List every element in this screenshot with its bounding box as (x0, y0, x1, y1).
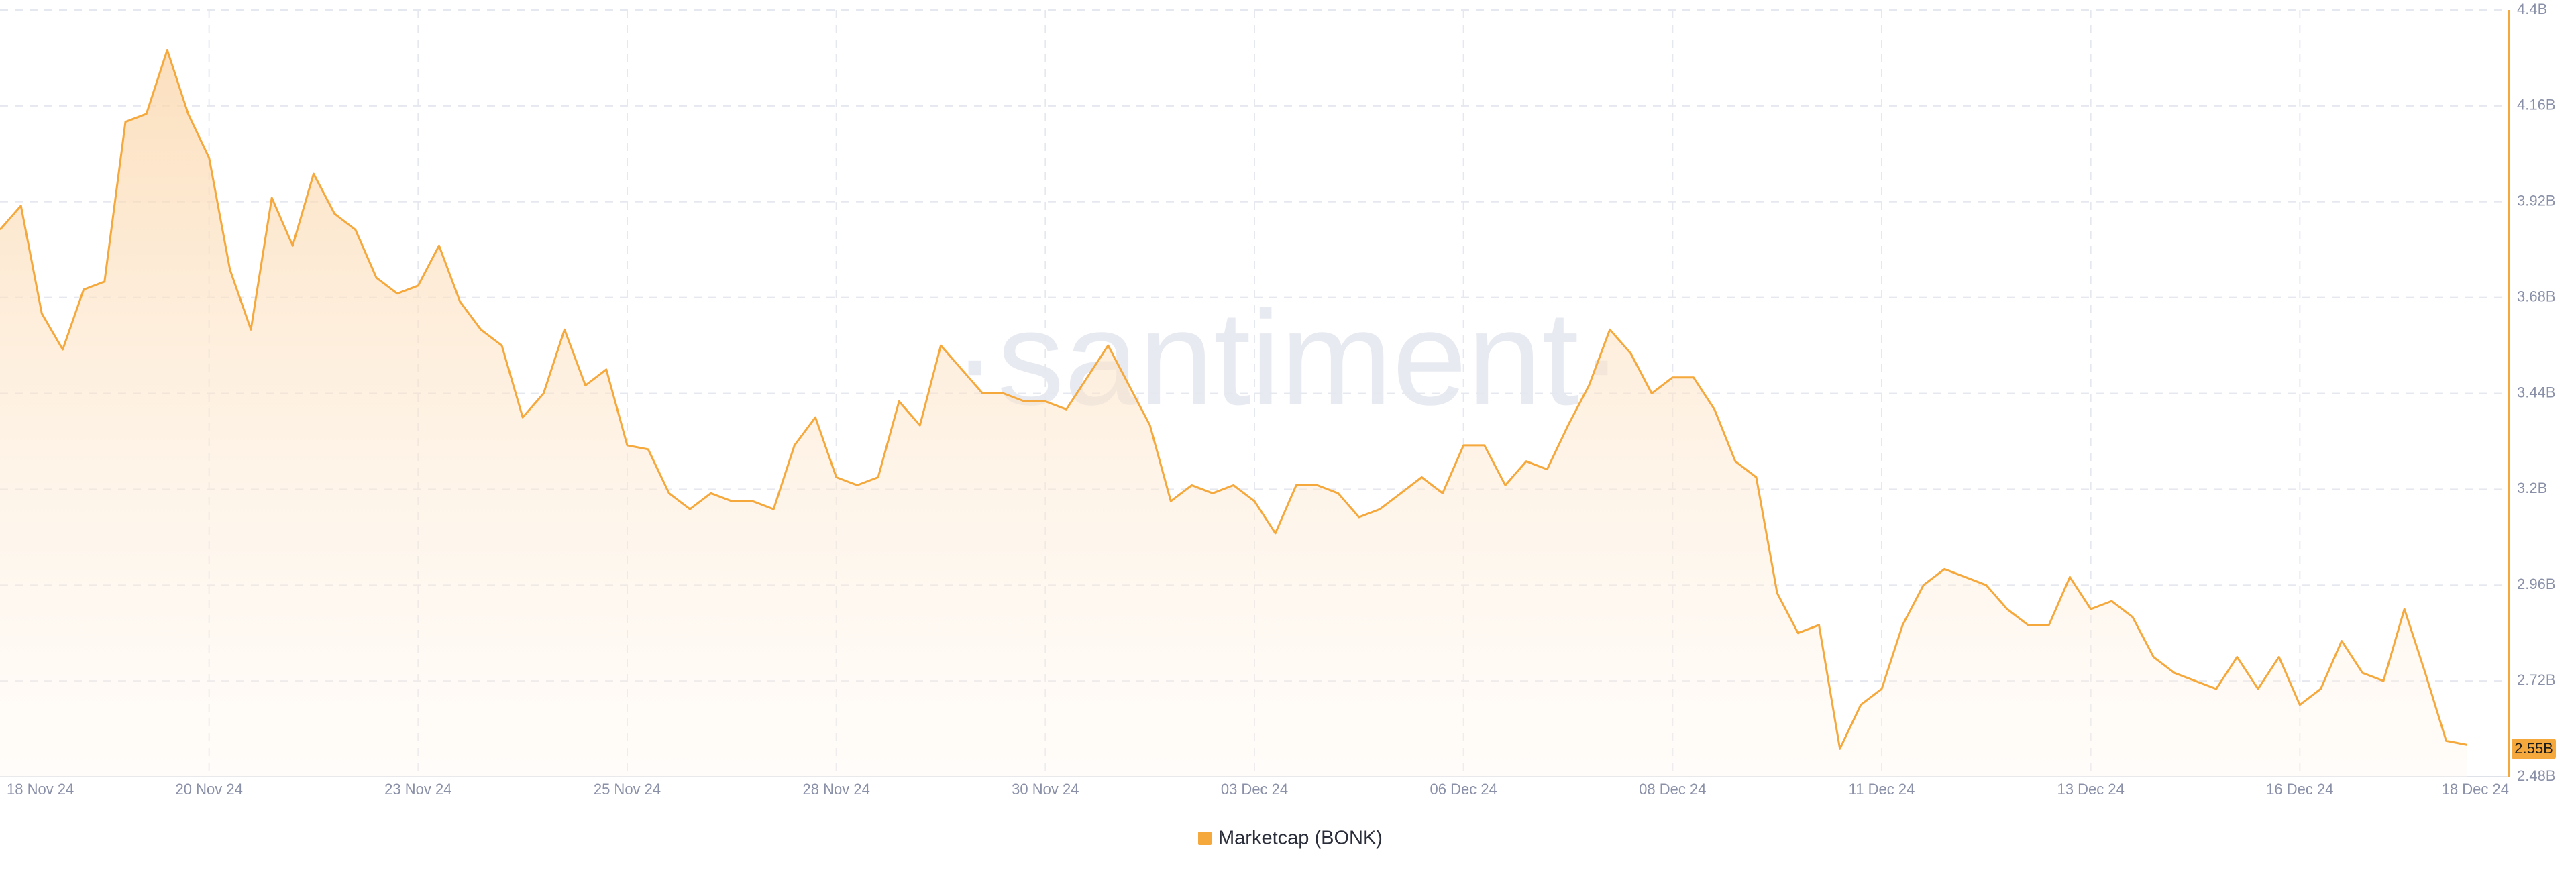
x-tick-label: 11 Dec 24 (1849, 781, 1915, 798)
x-tick-label: 25 Nov 24 (594, 781, 661, 798)
x-tick-label: 13 Dec 24 (2057, 781, 2125, 798)
y-tick-label: 3.68B (2517, 288, 2556, 305)
y-tick-label: 3.44B (2517, 384, 2556, 400)
y-tick-label: 2.72B (2517, 671, 2556, 688)
area-fill (0, 50, 2467, 777)
y-tick-label: 4.4B (2517, 1, 2547, 17)
y-tick-label: 4.16B (2517, 97, 2556, 113)
y-tick-label: 3.92B (2517, 193, 2556, 209)
y-tick-label: 3.2B (2517, 480, 2547, 496)
legend-label: Marketcap (BONK) (1218, 828, 1383, 849)
current-value-badge (2512, 739, 2556, 759)
x-tick-label: 06 Dec 24 (1430, 781, 1497, 798)
x-tick-label: 23 Nov 24 (384, 781, 451, 798)
x-tick-label: 16 Dec 24 (2266, 781, 2333, 798)
legend-swatch (1198, 832, 1212, 845)
y-tick-label: 2.96B (2517, 576, 2556, 592)
line (0, 49, 2467, 750)
x-tick-label: 28 Nov 24 (803, 781, 870, 798)
x-tick-label: 30 Nov 24 (1012, 781, 1079, 798)
x-tick-label: 08 Dec 24 (1639, 781, 1706, 798)
y-tick-label: 2.48B (2517, 767, 2556, 784)
x-tick-label: 03 Dec 24 (1221, 781, 1288, 798)
legend-item[interactable]: Marketcap (BONK) (1198, 828, 1383, 849)
x-tick-label: 20 Nov 24 (176, 781, 243, 798)
x-tick-label: 18 Nov 24 (7, 781, 74, 798)
x-tick-label: 18 Dec 24 (2442, 781, 2509, 798)
current-value-label: 2.55B (2514, 740, 2553, 757)
